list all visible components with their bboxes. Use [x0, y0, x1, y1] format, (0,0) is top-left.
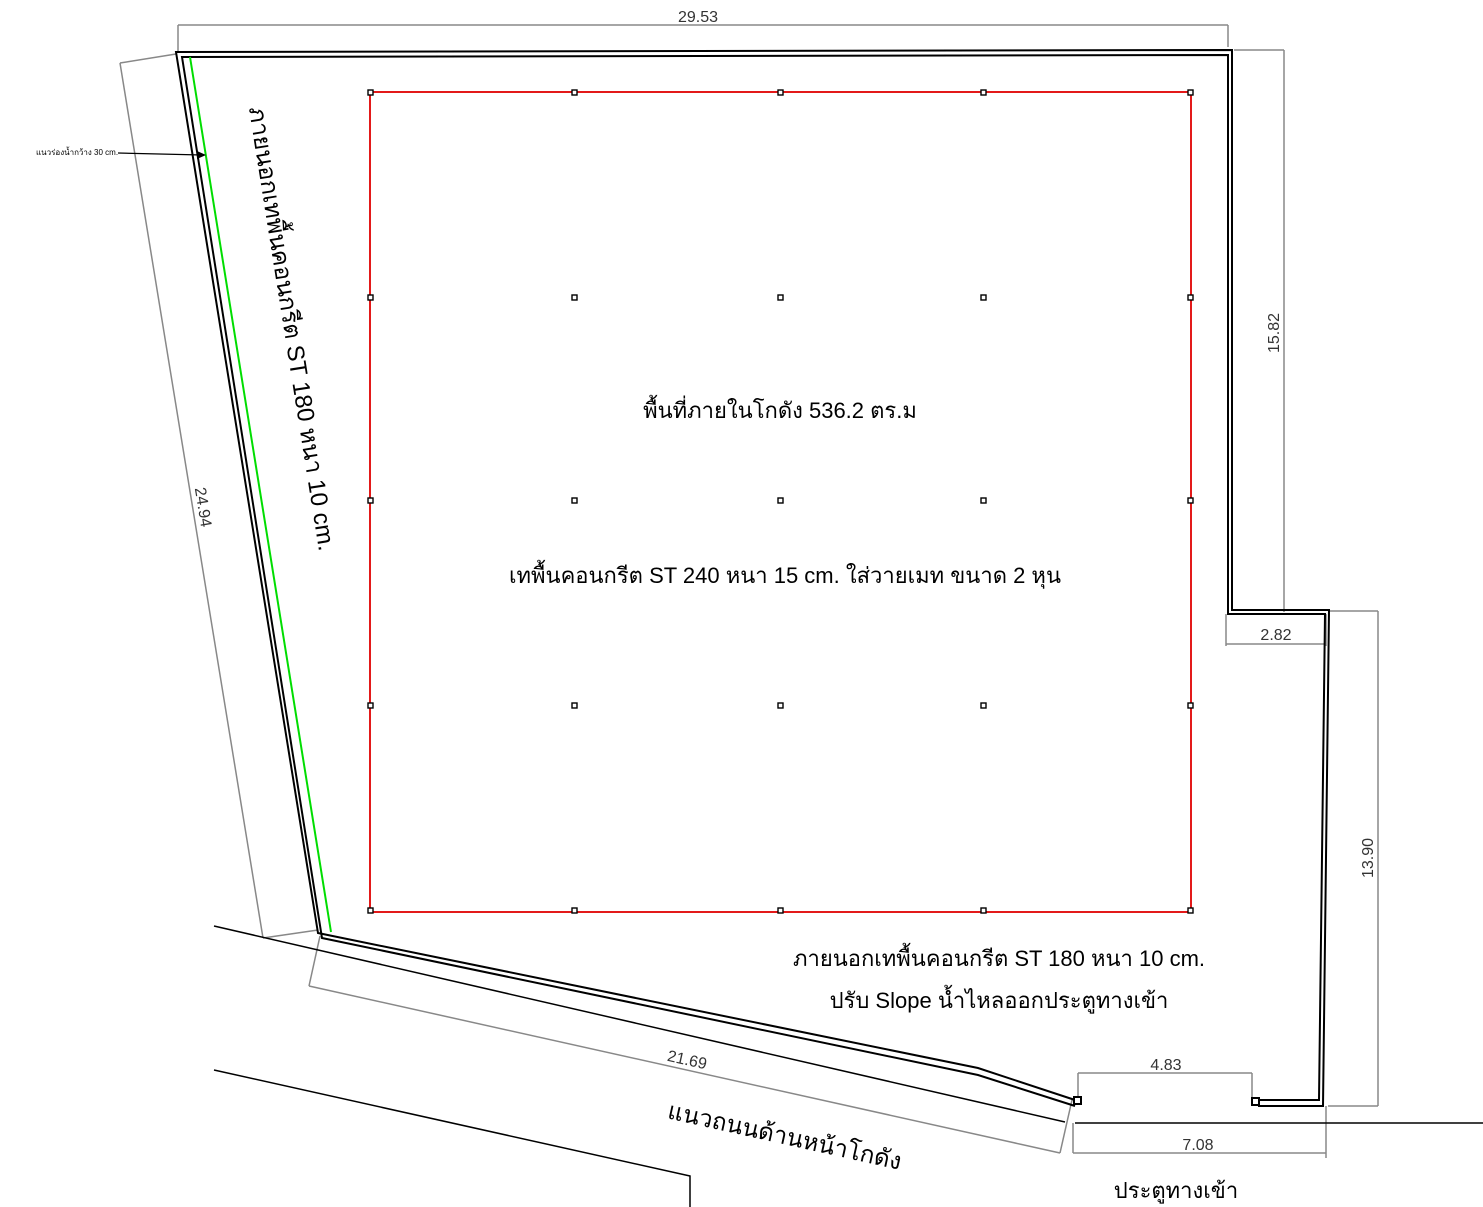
dimension-step: 2.82	[1260, 627, 1291, 644]
dimension-lines	[119, 24, 1379, 1158]
column-marker	[980, 702, 987, 709]
dimension-left: 24.94	[191, 486, 214, 528]
column-marker	[777, 89, 784, 96]
column-marker	[980, 89, 987, 96]
entrance-label: ประตูทางเข้า	[1114, 1178, 1238, 1204]
column-marker	[571, 294, 578, 301]
column-marker	[980, 294, 987, 301]
column-grid	[367, 89, 1194, 914]
inner-spec-label: เทพื้นคอนกรีต ST 240 หนา 15 cm. ใส่วายเม…	[509, 560, 1061, 589]
drain-callout: แนวร่องน้ำกว้าง 30 cm.	[36, 146, 206, 159]
column-marker	[367, 702, 374, 709]
column-marker	[571, 702, 578, 709]
column-marker	[367, 89, 374, 96]
dimension-top: 29.53	[678, 9, 718, 26]
column-marker	[571, 907, 578, 914]
column-marker	[1187, 702, 1194, 709]
drain-line	[189, 56, 332, 933]
column-marker	[1187, 89, 1194, 96]
road-lines	[213, 925, 1483, 1207]
column-marker	[777, 497, 784, 504]
column-marker	[367, 294, 374, 301]
building-walls	[174, 48, 1331, 1107]
column-marker	[777, 702, 784, 709]
road-label: แนวถนนด้านหน้าโกดัง	[665, 1097, 904, 1176]
column-marker	[980, 907, 987, 914]
column-marker	[980, 497, 987, 504]
column-marker	[367, 497, 374, 504]
column-marker	[1187, 497, 1194, 504]
drain-label: แนวร่องน้ำกว้าง 30 cm.	[36, 146, 118, 157]
dimension-door-outer: 7.08	[1182, 1137, 1213, 1154]
inner-area-label: พื้นที่ภายในโกดัง 536.2 ตร.ม	[643, 395, 917, 423]
outer-spec-line1: ภายนอกเทพื้นคอนกรีต ST 180 หนา 10 cm.	[793, 943, 1205, 971]
column-marker	[1187, 294, 1194, 301]
dimension-right-lower: 13.90	[1360, 838, 1377, 878]
column-marker	[777, 907, 784, 914]
column-marker	[777, 294, 784, 301]
column-marker	[1187, 907, 1194, 914]
dimension-right-upper: 15.82	[1266, 313, 1283, 353]
column-marker	[571, 89, 578, 96]
dimension-door-inner: 4.83	[1150, 1057, 1181, 1074]
column-marker	[571, 497, 578, 504]
outer-spec-line2: ปรับ Slope น้ำไหลออกประตูทางเข้า	[830, 985, 1169, 1014]
column-marker	[367, 907, 374, 914]
